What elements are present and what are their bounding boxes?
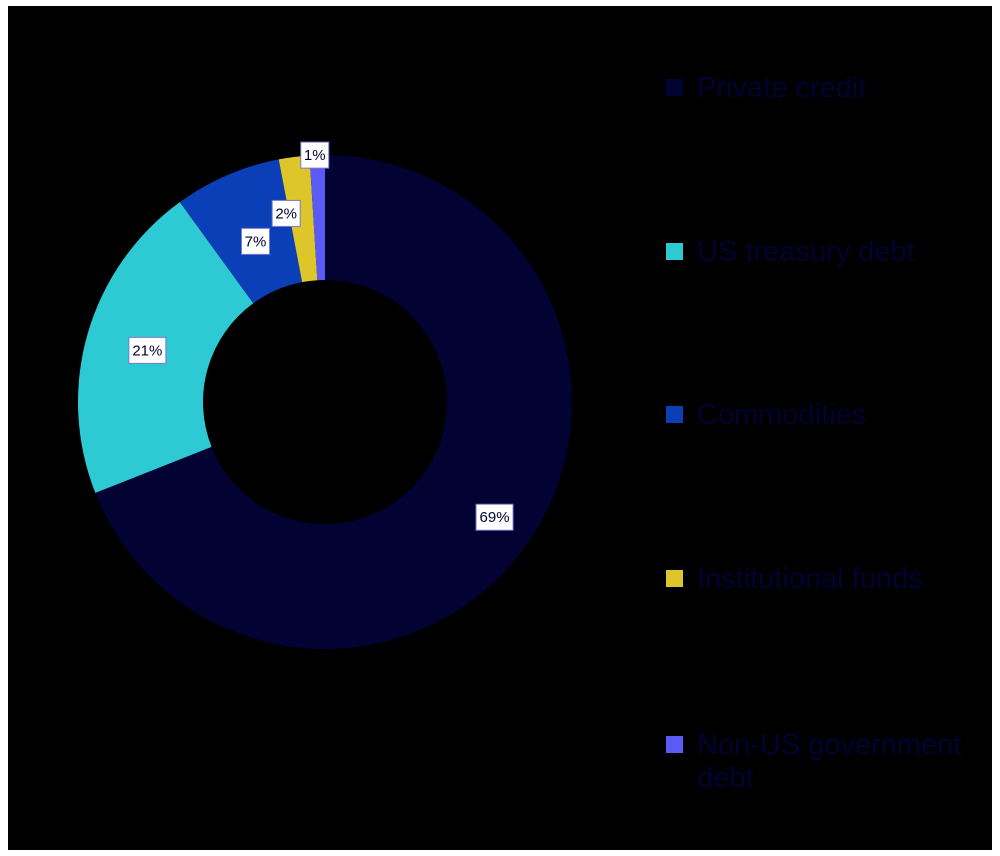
legend-swatch-us-treasury-debt — [666, 243, 683, 260]
donut-slice-commodities — [179, 159, 303, 304]
data-label-box — [128, 336, 167, 364]
legend-label-us-treasury-debt: US treasury debt — [697, 236, 915, 268]
data-label-private-credit: 69% — [475, 503, 514, 531]
data-label-text: 7% — [245, 233, 267, 250]
data-label-non-us-government-debt: 1% — [300, 141, 330, 169]
legend-label-private-credit: Private credit — [697, 72, 867, 104]
legend-item-non-us-government-debt: Non-US government debt — [666, 729, 987, 795]
data-label-text: 2% — [275, 205, 297, 222]
legend-label-commodities: Commodities — [697, 399, 867, 431]
data-label-box — [475, 503, 514, 531]
data-label-text: 21% — [132, 342, 162, 359]
data-label-institutional-funds: 2% — [271, 199, 301, 227]
donut-slice-private-credit — [95, 155, 572, 649]
chart-legend: Private credit US treasury debt Commodit… — [666, 0, 986, 856]
data-label-text: 69% — [480, 509, 510, 526]
legend-item-institutional-funds: Institutional funds — [666, 563, 987, 596]
legend-swatch-private-credit — [666, 79, 683, 96]
legend-swatch-institutional-funds — [666, 570, 683, 587]
data-label-text: 1% — [304, 147, 326, 164]
legend-label-institutional-funds: Institutional funds — [697, 563, 923, 595]
legend-item-private-credit: Private credit — [666, 72, 987, 105]
data-label-box — [240, 227, 270, 255]
data-label-us-treasury-debt: 21% — [128, 336, 167, 364]
legend-label-non-us-government-debt: Non-US government debt — [697, 729, 962, 794]
legend-swatch-commodities — [666, 406, 683, 423]
legend-item-commodities: Commodities — [666, 399, 987, 432]
data-label-box — [300, 141, 330, 169]
legend-swatch-non-us-government-debt — [666, 736, 683, 753]
data-label-commodities: 7% — [240, 227, 270, 255]
legend-item-us-treasury-debt: US treasury debt — [666, 236, 987, 269]
donut-slice-non-us-government-debt — [309, 155, 325, 281]
data-label-box — [271, 199, 301, 227]
